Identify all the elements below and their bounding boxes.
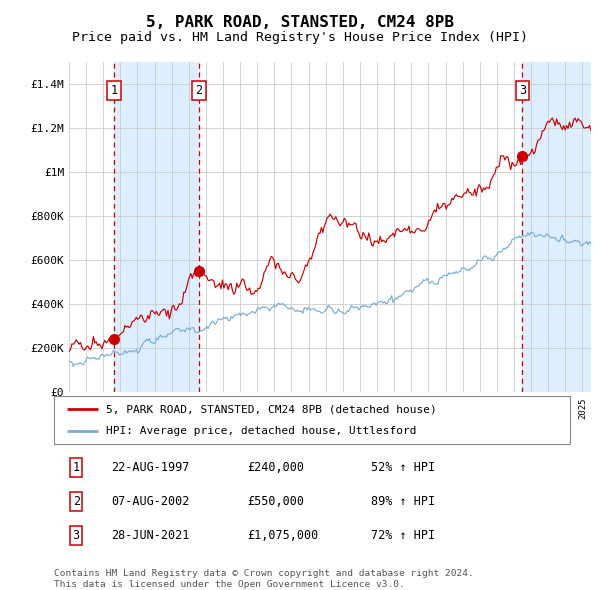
- Text: Price paid vs. HM Land Registry's House Price Index (HPI): Price paid vs. HM Land Registry's House …: [72, 31, 528, 44]
- Text: 3: 3: [519, 84, 526, 97]
- Bar: [523, 62, 591, 392]
- Text: 72% ↑ HPI: 72% ↑ HPI: [371, 529, 436, 542]
- Text: 2: 2: [73, 495, 80, 508]
- Text: 52% ↑ HPI: 52% ↑ HPI: [371, 461, 436, 474]
- Text: HPI: Average price, detached house, Uttlesford: HPI: Average price, detached house, Uttl…: [106, 426, 416, 436]
- FancyBboxPatch shape: [54, 396, 570, 444]
- Text: 5, PARK ROAD, STANSTED, CM24 8PB (detached house): 5, PARK ROAD, STANSTED, CM24 8PB (detach…: [106, 404, 436, 414]
- Text: £1,075,000: £1,075,000: [248, 529, 319, 542]
- Text: 22-AUG-1997: 22-AUG-1997: [111, 461, 189, 474]
- Text: Contains HM Land Registry data © Crown copyright and database right 2024.
This d: Contains HM Land Registry data © Crown c…: [54, 569, 474, 589]
- Text: 28-JUN-2021: 28-JUN-2021: [111, 529, 189, 542]
- Text: 1: 1: [73, 461, 80, 474]
- Text: £550,000: £550,000: [248, 495, 305, 508]
- Text: £240,000: £240,000: [248, 461, 305, 474]
- Text: 2: 2: [196, 84, 202, 97]
- Text: 5, PARK ROAD, STANSTED, CM24 8PB: 5, PARK ROAD, STANSTED, CM24 8PB: [146, 15, 454, 30]
- Text: 89% ↑ HPI: 89% ↑ HPI: [371, 495, 436, 508]
- Text: 07-AUG-2002: 07-AUG-2002: [111, 495, 189, 508]
- Text: 3: 3: [73, 529, 80, 542]
- Bar: [114, 62, 199, 392]
- Text: 1: 1: [110, 84, 118, 97]
